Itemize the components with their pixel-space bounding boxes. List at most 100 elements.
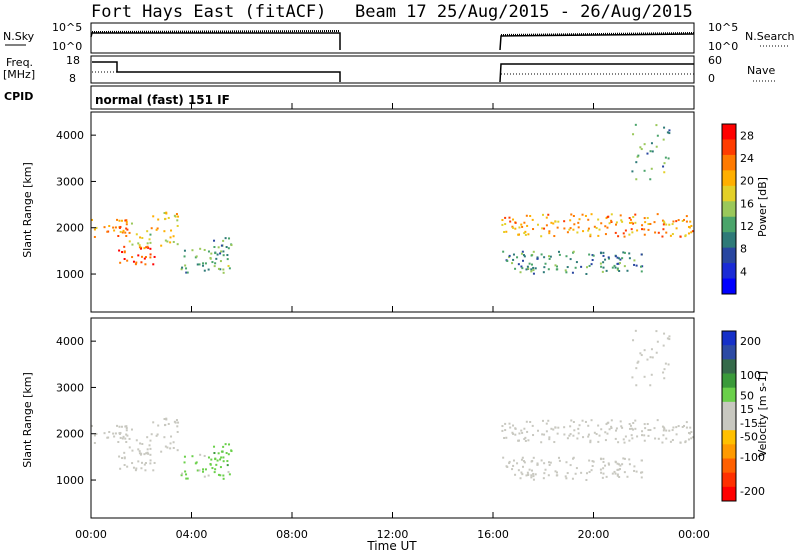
velocity-cell <box>512 464 515 467</box>
velocity-cell <box>530 469 533 472</box>
velocity-cell <box>512 424 515 427</box>
power-cell <box>210 252 213 255</box>
velocity-cell <box>103 432 106 435</box>
power-cell <box>665 231 668 234</box>
power-cell <box>602 254 605 257</box>
velocity-cell <box>640 354 643 357</box>
power-cell <box>153 255 156 258</box>
velocity-cell <box>118 455 121 458</box>
velocity-cell <box>643 434 646 437</box>
power-cell <box>657 231 660 234</box>
velocity-cell <box>149 447 152 450</box>
velocity-cell <box>554 470 557 473</box>
power-cell <box>540 235 543 238</box>
velocity-cell <box>615 427 618 430</box>
colorbar-swatch <box>722 170 736 187</box>
velocity-cell <box>153 461 156 464</box>
velocity-cell <box>628 427 631 430</box>
power-cell <box>125 219 128 222</box>
velocity-cell <box>149 462 152 465</box>
velocity-panel: 1000 2000 3000 4000 Slant Range [km] <box>21 317 695 519</box>
velocity-cell <box>126 434 129 437</box>
velocity-cell <box>573 429 576 432</box>
power-cell <box>149 233 152 236</box>
velocity-cell <box>131 462 134 465</box>
velocity-cell <box>608 428 611 431</box>
velocity-cell <box>604 439 607 442</box>
velocity-cell <box>530 476 533 479</box>
velocity-cell <box>585 478 588 481</box>
power-cell <box>217 267 220 270</box>
power-cell <box>622 232 625 235</box>
power-cell <box>222 254 225 257</box>
power-cell <box>520 252 523 255</box>
power-cell <box>196 263 199 266</box>
power-cell <box>139 247 142 250</box>
velocity-cell <box>149 439 152 442</box>
velocity-cell <box>146 448 149 451</box>
velocity-cell <box>172 446 175 449</box>
colorbar-swatch <box>722 154 736 171</box>
power-cell <box>152 215 155 218</box>
velocity-cell <box>118 425 121 428</box>
power-cell <box>185 271 188 274</box>
y-tick-label: 1000 <box>56 268 84 281</box>
power-cell <box>522 254 525 257</box>
power-cell <box>548 257 551 260</box>
velocity-cell <box>183 455 186 458</box>
colorbar-swatch <box>722 486 736 502</box>
power-cell <box>630 228 633 231</box>
velocity-cell <box>140 461 143 464</box>
power-cell <box>118 226 121 229</box>
power-cell <box>509 220 512 223</box>
power-cell <box>125 234 128 237</box>
colorbar-tick-label: -200 <box>740 485 765 498</box>
velocity-cell <box>166 446 169 449</box>
power-cell <box>132 260 135 263</box>
velocity-cell <box>656 419 659 422</box>
power-cell <box>209 256 212 259</box>
velocity-cell <box>653 427 656 430</box>
colorbar-tick-label: 20 <box>740 175 754 188</box>
velocity-y-axis-label: Slant Range [km] <box>21 372 34 468</box>
velocity-cell <box>649 384 652 387</box>
velocity-cell <box>666 337 669 340</box>
power-cell <box>662 228 665 231</box>
velocity-cell <box>160 450 163 453</box>
power-cell <box>544 262 547 265</box>
velocity-cell <box>120 425 123 428</box>
power-cell <box>641 228 644 231</box>
power-cell <box>604 225 607 228</box>
power-cell <box>138 244 141 247</box>
freq-tick-top: 18 <box>66 54 80 67</box>
power-cell <box>649 150 652 153</box>
power-cell <box>512 226 515 229</box>
power-cell <box>530 263 533 266</box>
power-cell <box>144 256 147 259</box>
power-cell <box>523 255 526 258</box>
velocity-cell <box>607 462 610 465</box>
colorbar-tick-label: 50 <box>740 390 754 403</box>
velocity-cell <box>204 468 207 471</box>
power-cell <box>527 233 530 236</box>
power-cell <box>616 256 619 259</box>
power-cell <box>649 222 652 225</box>
colorbar-swatch <box>722 247 736 264</box>
power-cell <box>616 267 619 270</box>
power-cell <box>677 219 680 222</box>
velocity-cell <box>617 468 620 471</box>
power-cell <box>176 219 179 222</box>
velocity-cell <box>514 473 517 476</box>
power-cell <box>685 215 688 218</box>
velocity-cell <box>572 421 575 424</box>
velocity-cell <box>135 467 138 470</box>
velocity-cell <box>106 436 109 439</box>
velocity-cell <box>690 430 693 433</box>
frequency-strip: Freq. [MHz] 18 8 60 0 Nave <box>3 54 776 85</box>
power-cell <box>640 270 643 273</box>
velocity-cell <box>655 351 658 354</box>
velocity-cell <box>146 451 149 454</box>
power-cell <box>214 262 217 265</box>
power-cell <box>141 236 144 239</box>
velocity-cell <box>503 437 506 440</box>
